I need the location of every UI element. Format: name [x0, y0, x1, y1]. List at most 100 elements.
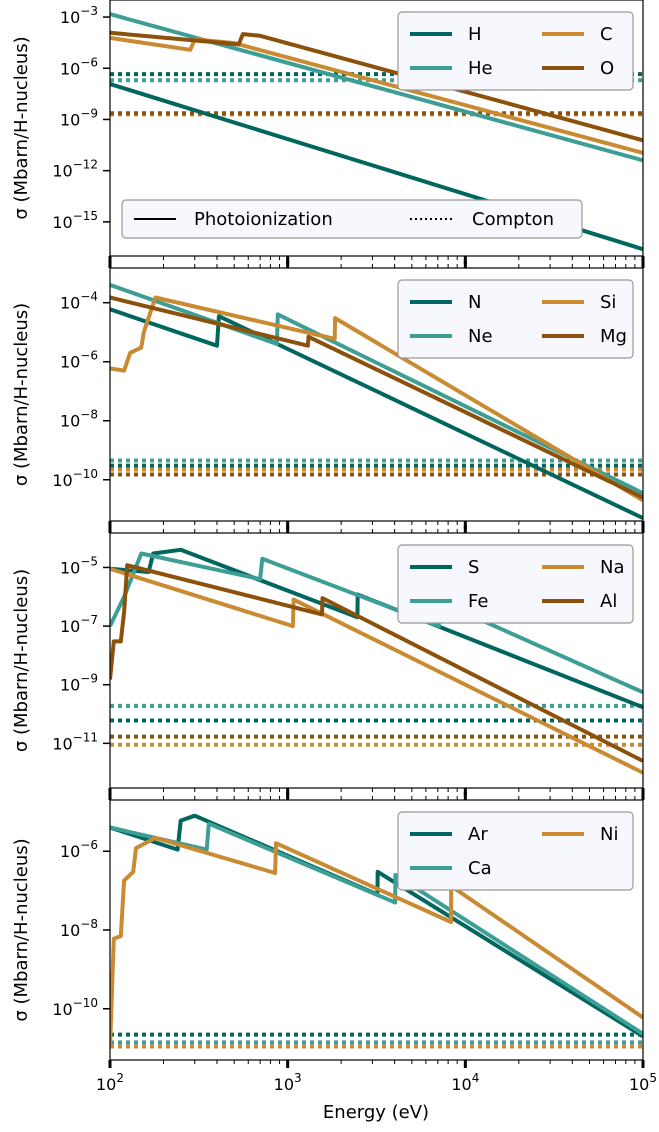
photo-line-Ar — [110, 813, 643, 1038]
legend-label: N — [468, 292, 481, 313]
tick-exponent: 3 — [294, 1071, 302, 1085]
tick-base: 10 — [60, 676, 80, 695]
tick-base: 10 — [96, 1075, 116, 1094]
legend-label: C — [600, 24, 613, 45]
tick-exponent: −12 — [73, 158, 98, 172]
y-tick-label: 10−4 — [60, 290, 98, 313]
axes-frame — [109, 0, 644, 257]
x-tick-label: 103 — [274, 1071, 302, 1094]
y-axis-label: σ (Mbarn/H-nucleus) — [11, 838, 32, 1021]
photo-line-Ca — [110, 821, 643, 1036]
panel-2: 10−410−610−810−10σ (Mbarn/H-nucleus)NNeS… — [11, 260, 645, 529]
tick-exponent: −4 — [80, 290, 98, 304]
legend: S Fe Na Al — [397, 544, 634, 624]
legend-label: H — [468, 24, 482, 45]
axes-frame — [109, 532, 644, 789]
tick-exponent: 2 — [116, 1071, 124, 1085]
tick-base: 10 — [60, 353, 80, 372]
y-tick-label: 10−7 — [60, 613, 98, 636]
tick-exponent: −6 — [80, 349, 98, 363]
photo-line-N — [110, 307, 643, 520]
plot-area — [110, 283, 643, 520]
tick-exponent: 5 — [649, 1071, 657, 1085]
tick-exponent: −11 — [73, 730, 98, 744]
style-label-photoionization: Photoionization — [194, 209, 333, 230]
tick-exponent: −6 — [80, 55, 98, 69]
legend-label: He — [468, 58, 493, 79]
tick-exponent: −6 — [80, 838, 98, 852]
plot-area — [110, 813, 643, 1049]
y-tick-label: 10−9 — [60, 106, 98, 129]
tick-exponent: −5 — [80, 554, 98, 568]
tick-exponent: −7 — [80, 613, 98, 627]
y-tick-label: 10−6 — [60, 838, 98, 861]
legend-label: Ne — [468, 326, 493, 347]
plot-area — [110, 12, 643, 252]
tick-base: 10 — [629, 1075, 649, 1094]
panel-3: 10−510−710−910−11σ (Mbarn/H-nucleus)SFeN… — [11, 525, 645, 796]
y-tick-label: 10−3 — [60, 4, 98, 27]
y-axis-label: σ (Mbarn/H-nucleus) — [11, 569, 32, 752]
y-tick-label: 10−15 — [52, 209, 98, 232]
axes-frame — [109, 267, 644, 522]
tick-base: 10 — [60, 59, 80, 78]
y-tick-label: 10−8 — [60, 408, 98, 431]
y-tick-label: 10−9 — [60, 672, 98, 695]
tick-base: 10 — [52, 213, 72, 232]
tick-base: 10 — [60, 558, 80, 577]
legend-label: Ca — [468, 858, 492, 879]
legend-label: Mg — [600, 326, 627, 347]
tick-exponent: −8 — [80, 917, 98, 931]
y-tick-label: 10−6 — [60, 349, 98, 372]
style-legend: Photoionization Compton — [121, 199, 583, 239]
y-tick-label: 10−11 — [52, 730, 98, 753]
x-tick-label: 102 — [96, 1071, 124, 1094]
photo-line-Na — [110, 566, 643, 775]
tick-base: 10 — [60, 110, 80, 129]
photo-line-Al — [110, 563, 643, 763]
x-axis-label: Energy (eV) — [323, 1102, 429, 1123]
tick-exponent: −9 — [80, 672, 98, 686]
legend-frame — [397, 811, 634, 891]
tick-base: 10 — [52, 734, 72, 753]
legend-label: Ni — [600, 824, 618, 845]
legend-label: Ar — [468, 824, 488, 845]
tick-base: 10 — [274, 1075, 294, 1094]
photo-line-Ne — [110, 283, 643, 495]
legend-label: Si — [600, 292, 616, 313]
tick-exponent: −10 — [73, 467, 98, 481]
legend: Ar Ca Ni — [397, 811, 634, 891]
tick-base: 10 — [60, 921, 80, 940]
tick-base: 10 — [60, 842, 80, 861]
tick-exponent: −8 — [80, 408, 98, 422]
tick-exponent: −10 — [73, 996, 98, 1010]
tick-base: 10 — [52, 162, 72, 181]
plot-area — [110, 547, 643, 775]
legend-label: Al — [600, 591, 617, 612]
y-tick-label: 10−10 — [52, 467, 98, 490]
legend: H He CO — [397, 11, 634, 91]
y-axis-label: σ (Mbarn/H-nucleus) — [11, 303, 32, 486]
tick-exponent: −15 — [73, 209, 98, 223]
legend: N Ne Si Mg — [397, 279, 634, 359]
y-tick-label: 10−8 — [60, 917, 98, 940]
y-tick-label: 10−12 — [52, 158, 98, 181]
legend-label: Fe — [468, 591, 488, 612]
photo-line-Si — [110, 295, 643, 503]
legend-label: S — [468, 557, 479, 578]
tick-base: 10 — [60, 294, 80, 313]
legend-label: O — [600, 58, 614, 79]
tick-exponent: 4 — [472, 1071, 480, 1085]
photo-line-Mg — [110, 295, 643, 500]
tick-base: 10 — [60, 8, 80, 27]
legend-frame — [397, 11, 634, 91]
tick-exponent: −9 — [80, 106, 98, 120]
y-tick-label: 10−5 — [60, 554, 98, 577]
tick-base: 10 — [451, 1075, 471, 1094]
y-tick-label: 10−10 — [52, 996, 98, 1019]
style-label-compton: Compton — [472, 209, 554, 230]
tick-base: 10 — [60, 412, 80, 431]
